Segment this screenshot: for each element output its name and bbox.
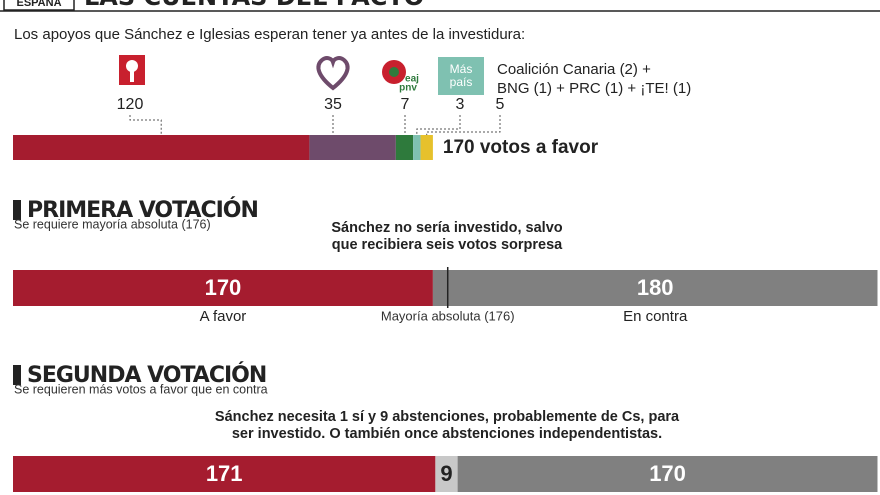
psoe-logo [119,55,145,85]
logo-text: país [450,75,473,89]
support-segment [413,135,421,160]
segment-label: En contra [623,308,688,325]
leader-line [129,115,162,135]
vote-segment [432,270,878,306]
vote-segment [13,456,436,492]
party-seats: 7 [401,96,410,113]
section-icon [13,200,21,220]
segment-value: 170 [649,461,686,486]
support-segment [420,135,433,160]
party-note: BNG (1) + PRC (1) + ¡TE! (1) [497,80,691,97]
header-title: LAS CUENTAS DEL PACTO [84,0,424,11]
section-title: PRIMERA VOTACIÓN [27,197,258,223]
support-total: 170 votos a favor [443,137,599,158]
section-tag [3,0,75,11]
vote-segment [457,456,878,492]
pnv-logo [382,60,406,84]
section-subtitle: Se requieren más votos a favor que en co… [14,382,268,396]
segment-value: 171 [206,461,243,486]
section-note: que recibiera seis votos sorpresa [332,237,563,253]
section-label: ESPAÑA [16,0,61,9]
support-title: Los apoyos que Sánchez e Iglesias espera… [14,26,525,43]
vote-segment [435,456,458,492]
podemos-logo [316,56,350,91]
logo-text: eaj [405,74,419,85]
mas-pais-logo [438,57,484,95]
segment-value: 180 [637,275,674,300]
support-segment [395,135,414,160]
section-note: Sánchez necesita 1 sí y 9 abstenciones, … [215,409,680,425]
party-note: Coalición Canaria (2) + [497,61,651,78]
vote-segment [13,270,433,306]
support-segment [309,135,396,160]
party-seats: 35 [324,96,342,113]
section-note: Sánchez no sería investido, salvo [331,220,562,236]
support-segment [13,135,310,160]
section-note: ser investido. O también once abstencion… [232,426,662,442]
section-title: SEGUNDA VOTACIÓN [27,362,266,388]
section-subtitle: Se requiere mayoría absoluta (176) [14,217,211,231]
leader-line [416,115,461,135]
section-icon [13,365,21,385]
logo-text: Más [450,62,473,76]
segment-value: 170 [205,275,242,300]
party-seats: 120 [117,96,144,113]
logo-text: pnv [399,83,417,94]
segment-value: 9 [440,461,452,486]
segment-label: A favor [200,308,247,325]
leader-line [426,115,501,135]
threshold-label: Mayoría absoluta (176) [381,308,515,323]
party-seats: 5 [496,96,505,113]
party-seats: 3 [456,96,465,113]
